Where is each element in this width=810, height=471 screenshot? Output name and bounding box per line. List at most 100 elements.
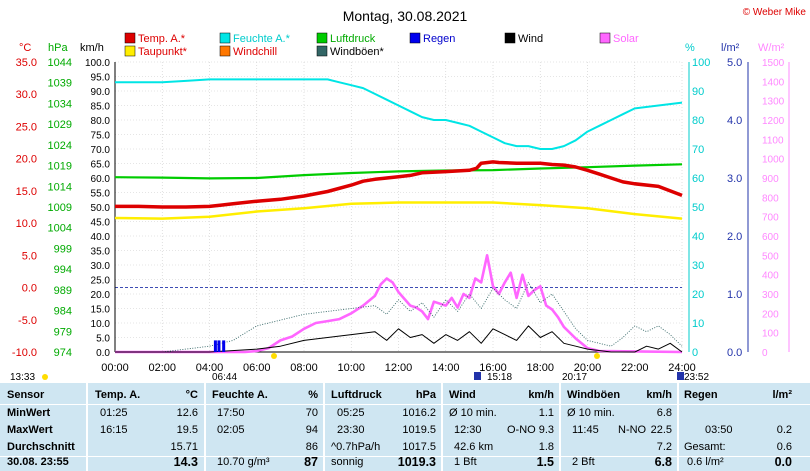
legend-label: Solar <box>613 33 639 45</box>
header-gust: Windböen <box>567 389 621 401</box>
table-row-max: MaxWert 16:15 19.5 02:05 94 23:30 1019.5… <box>0 422 810 439</box>
temp-tick-label: -5.0 <box>18 315 37 327</box>
x-tick-label: 18:00 <box>526 362 554 374</box>
pressure-tick-label: 999 <box>54 243 72 255</box>
wind-value: 1.5 <box>536 455 554 469</box>
header-wind: Wind <box>449 389 476 401</box>
wind-value: 1.8 <box>538 441 554 453</box>
row-label: 30.08. 23:55 <box>7 456 69 468</box>
pressure-tick-label: 994 <box>54 264 72 276</box>
legend-swatch <box>124 45 136 57</box>
humidity-value: 94 <box>305 424 318 436</box>
temp-tick-label: 0.0 <box>22 283 37 295</box>
wind-tick-label: 30.0 <box>91 261 111 272</box>
legend-label: Luftdruck <box>330 33 376 45</box>
legend-swatch <box>504 32 516 44</box>
tempa-series-line <box>115 160 683 209</box>
legend-label: Regen <box>423 33 455 45</box>
humidity-value: 70 <box>305 407 318 419</box>
solar-tick-label: 300 <box>762 290 779 301</box>
row-label: Durchschnitt <box>7 441 75 453</box>
wind-tick-label: 85.0 <box>91 102 111 113</box>
pressure-value: 1019.5 <box>402 424 436 436</box>
header-temp: Temp. A. <box>95 389 141 401</box>
wind-axis-unit: km/h <box>80 42 104 54</box>
temp-value: 19.5 <box>176 424 198 436</box>
humidity-tick-label: 90 <box>692 86 704 98</box>
humidity-tick-label: 30 <box>692 260 704 272</box>
wind-tick-label: 25.0 <box>91 276 111 287</box>
legend-label: Feuchte A.* <box>233 33 291 45</box>
pressure-tick-label: 1029 <box>48 119 72 131</box>
temp-value: 14.3 <box>173 455 198 469</box>
watermark-text: © Weber Mike <box>743 7 807 18</box>
moonrise-icon <box>474 372 481 380</box>
header-rain: Regen <box>684 389 718 401</box>
pressure-tick-label: 1034 <box>48 98 72 110</box>
solar-series-line <box>115 254 683 354</box>
humidity-value: 86 <box>305 441 318 453</box>
humidity-tick-label: 100 <box>692 57 710 69</box>
humidity-tick-label: 0 <box>692 347 698 359</box>
rain-tick-label: 5.0 <box>727 57 742 69</box>
solar-tick-label: 1300 <box>762 97 785 108</box>
pressure-tick-label: 1039 <box>48 78 72 90</box>
wind-tick-label: 40.0 <box>91 232 111 243</box>
table-divider <box>323 383 325 471</box>
pressure-tick-label: 974 <box>54 347 72 359</box>
x-tick-label: 20:00 <box>574 362 602 374</box>
wind-info: 12:30 <box>454 424 482 436</box>
feuchtea-series-line <box>115 78 683 150</box>
wind-tick-label: 65.0 <box>91 160 111 171</box>
x-tick-label: 04:00 <box>196 362 224 374</box>
moon-icon <box>42 374 48 380</box>
header-pressure-unit: hPa <box>415 389 436 401</box>
rain-axis-unit: l/m² <box>721 42 740 54</box>
solar-tick-label: 900 <box>762 174 779 185</box>
temp-axis-unit: °C <box>19 42 31 54</box>
rain-tick-label: 2.0 <box>727 231 742 243</box>
pressure-value: 1016.2 <box>402 407 436 419</box>
header-humidity: Feuchte A. <box>212 389 268 401</box>
solar-tick-label: 1400 <box>762 77 785 88</box>
humidity-tick-label: 10 <box>692 318 704 330</box>
x-tick-label: 14:00 <box>432 362 460 374</box>
humidity-tick-label: 60 <box>692 173 704 185</box>
legend-label: Wind <box>518 33 543 45</box>
gust-beaufort: 2 Bft <box>572 456 595 468</box>
wind-tick-label: 90.0 <box>91 87 111 98</box>
wind-tick-label: 55.0 <box>91 189 111 200</box>
table-header-row: Sensor Temp. A. °C Feuchte A. % Luftdruc… <box>0 387 810 405</box>
header-humidity-unit: % <box>308 389 318 401</box>
header-rain-unit: l/m² <box>772 389 792 401</box>
statistics-table: Sensor Temp. A. °C Feuchte A. % Luftdruc… <box>0 383 810 471</box>
wind-tick-label: 60.0 <box>91 174 111 185</box>
solar-tick-label: 100 <box>762 329 779 340</box>
solar-tick-label: 800 <box>762 193 779 204</box>
pressure-axis-unit: hPa <box>48 42 68 54</box>
event-time-label: 20:17 <box>562 372 587 383</box>
sunrise-icon <box>271 353 277 359</box>
row-label: MinWert <box>7 407 51 419</box>
table-divider <box>677 383 679 471</box>
gust-value: 22.5 <box>650 424 672 436</box>
table-divider <box>559 383 561 471</box>
temp-value: 12.6 <box>176 407 198 419</box>
legend-swatch <box>219 45 231 57</box>
rain-tick-label: 1.0 <box>727 289 742 301</box>
weather-state: sonnig <box>331 456 364 468</box>
wind-tick-label: 5.0 <box>96 334 110 345</box>
humidity-time: 02:05 <box>217 424 245 436</box>
temp-tick-label: 20.0 <box>16 154 37 166</box>
rain-total: 0.6 l/m² <box>687 456 724 468</box>
wind-tick-label: 45.0 <box>91 218 111 229</box>
temp-tick-label: 25.0 <box>16 121 37 133</box>
pressure-tick-label: 1044 <box>48 57 72 69</box>
wind-tick-label: 75.0 <box>91 131 111 142</box>
wind-tick-label: 100.0 <box>85 58 110 69</box>
x-tick-label: 02:00 <box>148 362 176 374</box>
rain-bar <box>217 340 221 352</box>
header-gust-unit: km/h <box>646 389 672 401</box>
temp-tick-label: 35.0 <box>16 57 37 69</box>
table-divider <box>86 383 88 471</box>
